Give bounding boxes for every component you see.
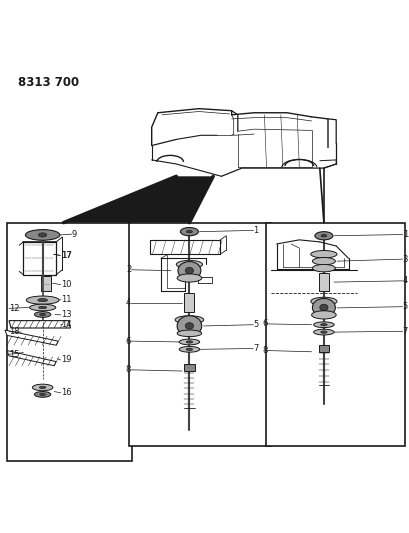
Text: 6: 6	[126, 337, 131, 345]
Text: 3: 3	[402, 255, 407, 264]
Text: 6: 6	[261, 319, 267, 328]
Ellipse shape	[34, 392, 51, 397]
Ellipse shape	[40, 393, 45, 395]
Bar	[318, 273, 328, 291]
Text: 4: 4	[126, 298, 131, 307]
Text: 4: 4	[402, 276, 407, 285]
Text: 5: 5	[402, 302, 407, 311]
Ellipse shape	[320, 235, 326, 237]
Ellipse shape	[38, 306, 47, 309]
Ellipse shape	[178, 262, 200, 280]
Ellipse shape	[40, 313, 45, 316]
Text: 10: 10	[61, 280, 71, 289]
Text: 14: 14	[61, 320, 71, 329]
Ellipse shape	[179, 339, 199, 345]
Text: 16: 16	[61, 388, 71, 397]
Ellipse shape	[177, 330, 201, 337]
Ellipse shape	[34, 312, 51, 317]
Ellipse shape	[185, 322, 193, 329]
Bar	[7, 223, 132, 461]
Polygon shape	[7, 351, 56, 366]
Ellipse shape	[311, 311, 335, 319]
Text: 17: 17	[61, 251, 71, 260]
Ellipse shape	[25, 230, 60, 240]
Ellipse shape	[312, 257, 335, 265]
Text: 19: 19	[61, 356, 71, 365]
Ellipse shape	[26, 296, 59, 304]
Text: 2: 2	[126, 265, 131, 274]
Ellipse shape	[186, 341, 192, 343]
Bar	[265, 223, 404, 446]
Text: 13: 13	[61, 310, 71, 319]
Polygon shape	[5, 330, 58, 345]
Text: 17: 17	[61, 251, 72, 260]
Ellipse shape	[38, 233, 47, 237]
Ellipse shape	[320, 331, 326, 333]
Text: 12: 12	[9, 304, 20, 313]
Text: 8313 700: 8313 700	[18, 76, 79, 89]
Bar	[184, 364, 194, 371]
Text: 15: 15	[9, 350, 20, 359]
Bar	[41, 276, 51, 291]
Text: 1: 1	[402, 230, 407, 239]
Ellipse shape	[177, 274, 201, 282]
Text: 8: 8	[126, 365, 131, 374]
Text: 8: 8	[261, 346, 267, 355]
Text: 18: 18	[9, 327, 20, 336]
Ellipse shape	[180, 228, 198, 236]
Ellipse shape	[175, 316, 203, 324]
Bar	[129, 223, 270, 446]
Ellipse shape	[312, 264, 335, 272]
Ellipse shape	[313, 329, 333, 335]
Text: 7: 7	[253, 344, 258, 353]
Ellipse shape	[179, 346, 199, 352]
Ellipse shape	[310, 251, 336, 258]
Ellipse shape	[38, 298, 47, 302]
Ellipse shape	[177, 316, 201, 336]
Ellipse shape	[310, 297, 336, 305]
Polygon shape	[9, 321, 70, 328]
Ellipse shape	[313, 322, 333, 328]
Polygon shape	[63, 176, 213, 223]
Ellipse shape	[176, 260, 202, 269]
Ellipse shape	[320, 324, 326, 326]
Text: 1: 1	[253, 226, 258, 235]
Ellipse shape	[186, 230, 192, 233]
Text: 5: 5	[253, 320, 258, 329]
Ellipse shape	[314, 232, 332, 240]
Text: 9: 9	[72, 230, 77, 239]
Text: 7: 7	[402, 327, 407, 336]
Ellipse shape	[185, 268, 193, 274]
Bar	[318, 345, 328, 352]
Ellipse shape	[39, 386, 46, 389]
Ellipse shape	[319, 304, 327, 311]
Ellipse shape	[32, 384, 53, 391]
Ellipse shape	[29, 304, 56, 311]
Ellipse shape	[186, 348, 192, 351]
Ellipse shape	[312, 298, 335, 317]
Text: 11: 11	[61, 295, 71, 304]
Bar	[184, 293, 194, 312]
